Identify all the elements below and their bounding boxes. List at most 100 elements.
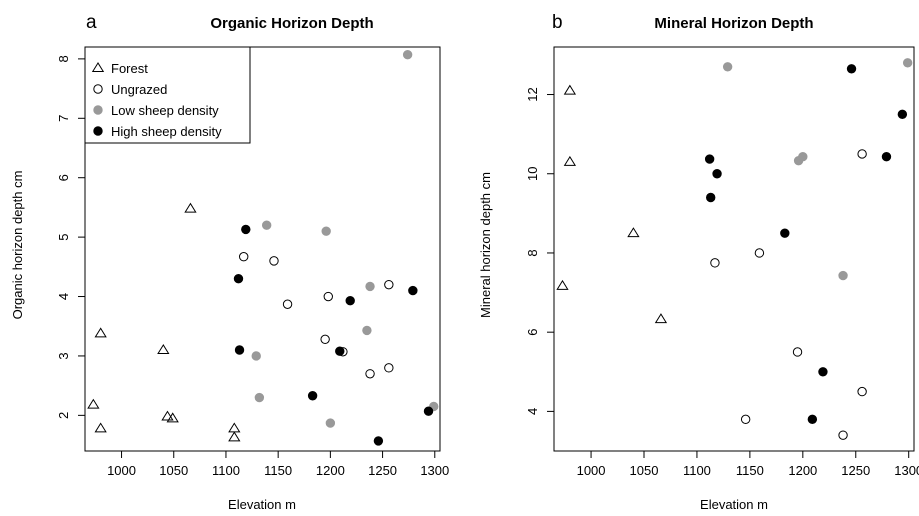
point-high-sheep-density — [373, 436, 384, 446]
x-tick-label: 1000 — [577, 463, 606, 478]
point-forest — [627, 227, 640, 238]
point-high-sheep-density — [818, 367, 828, 377]
point-high-sheep-density — [423, 406, 434, 416]
point-high-sheep-density — [897, 109, 908, 120]
point-ungrazed — [792, 347, 803, 357]
chart-title-b: Mineral Horizon Depth — [654, 15, 813, 32]
point-forest — [94, 422, 107, 433]
point-high-sheep-density — [807, 414, 818, 425]
point-ungrazed — [282, 299, 293, 309]
y-axis-label-a: Organic horizon depth cm — [10, 171, 25, 320]
point-forest — [94, 327, 107, 338]
point-low-sheep-density — [362, 325, 372, 336]
x-tick-label: 1250 — [841, 463, 870, 478]
point-low-sheep-density — [254, 392, 265, 403]
point-ungrazed — [740, 414, 751, 425]
panel-mineral: b Mineral Horizon Depth Elevation m Mine… — [478, 12, 919, 512]
point-high-sheep-density — [706, 192, 716, 203]
y-tick-label: 12 — [525, 87, 540, 101]
point-low-sheep-density — [722, 62, 733, 72]
marks-a — [87, 50, 439, 446]
panel-label-b: b — [552, 12, 563, 33]
point-forest — [161, 410, 174, 421]
legend-label-ungrazed: Ungrazed — [111, 82, 167, 97]
legend: Forest Ungrazed Low sheep density High shee… — [84, 46, 251, 144]
point-ungrazed — [754, 248, 765, 258]
point-forest — [556, 279, 569, 290]
legend-marker-low-sheep-density — [93, 105, 103, 115]
y-tick-label: 5 — [56, 234, 71, 241]
point-low-sheep-density — [365, 281, 375, 292]
y-tick-label: 2 — [56, 412, 71, 419]
point-low-sheep-density — [838, 270, 848, 281]
legend-label-forest: Forest — [111, 61, 148, 76]
x-tick-label: 1150 — [736, 463, 764, 478]
legend-marker-ungrazed — [93, 84, 103, 94]
point-ungrazed — [320, 334, 330, 345]
y-tick-label: 4 — [525, 408, 540, 415]
y-tick-label: 6 — [525, 329, 540, 336]
point-ungrazed — [838, 430, 848, 440]
plot-frame-b — [553, 46, 915, 452]
y-tick-label: 8 — [56, 55, 71, 62]
x-tick-label: 1200 — [316, 463, 345, 478]
legend-label-low-sheep-density: Low sheep density — [111, 103, 219, 118]
point-high-sheep-density — [780, 228, 790, 238]
point-forest — [166, 412, 179, 423]
point-high-sheep-density — [335, 346, 345, 356]
point-forest — [157, 344, 170, 354]
x-tick-label: 1050 — [630, 463, 659, 478]
point-high-sheep-density — [704, 154, 715, 164]
point-high-sheep-density — [241, 224, 251, 235]
point-low-sheep-density — [321, 226, 331, 236]
x-tick-label: 1000 — [107, 463, 136, 478]
axes-a: 1000 1050 1100 1150 1200 1250 1300 2 3 4 5 6 7 8 — [56, 55, 449, 478]
x-tick-label: 1300 — [420, 463, 449, 478]
point-ungrazed — [384, 279, 394, 290]
y-tick-label: 3 — [56, 352, 71, 359]
point-high-sheep-density — [234, 345, 245, 355]
panel-label-a: a — [86, 12, 97, 33]
point-ungrazed — [323, 291, 333, 302]
point-forest — [228, 431, 241, 442]
x-tick-label: 1250 — [368, 463, 397, 478]
point-high-sheep-density — [846, 64, 857, 74]
point-low-sheep-density — [902, 58, 913, 68]
point-forest — [654, 313, 668, 324]
legend-marker-forest — [91, 62, 105, 72]
point-high-sheep-density — [881, 152, 892, 162]
y-tick-label: 7 — [56, 115, 71, 122]
point-high-sheep-density — [345, 295, 355, 306]
point-high-sheep-density — [712, 169, 722, 179]
x-tick-label: 1300 — [894, 463, 919, 478]
legend-box — [84, 46, 251, 144]
x-axis-label-a: Elevation m — [228, 497, 296, 512]
y-tick-label: 4 — [56, 293, 71, 300]
chart-title-a: Organic Horizon Depth — [210, 15, 373, 32]
x-axis-label-b: Elevation m — [700, 497, 768, 512]
point-low-sheep-density — [402, 50, 413, 60]
point-ungrazed — [384, 363, 394, 373]
point-ungrazed — [710, 258, 720, 268]
point-forest — [184, 202, 197, 213]
point-low-sheep-density — [325, 418, 336, 428]
point-low-sheep-density — [261, 220, 272, 230]
axes-b: 1000 1050 1100 1150 1200 1250 1300 4 6 8 10 12 — [525, 87, 919, 478]
point-low-sheep-density — [251, 351, 261, 361]
point-ungrazed — [857, 386, 867, 397]
x-tick-label: 1200 — [788, 463, 817, 478]
point-forest — [563, 155, 577, 166]
point-high-sheep-density — [307, 391, 318, 401]
x-tick-label: 1050 — [159, 463, 188, 478]
point-forest — [87, 398, 100, 409]
point-ungrazed — [269, 256, 279, 266]
point-ungrazed — [239, 252, 249, 262]
point-forest — [563, 84, 577, 95]
x-tick-label: 1100 — [212, 463, 240, 478]
point-low-sheep-density — [798, 152, 808, 162]
legend-label-high-sheep-density: High sheep density — [111, 124, 222, 139]
x-tick-label: 1150 — [264, 463, 292, 478]
y-tick-label: 6 — [56, 174, 71, 181]
point-high-sheep-density — [408, 285, 418, 296]
